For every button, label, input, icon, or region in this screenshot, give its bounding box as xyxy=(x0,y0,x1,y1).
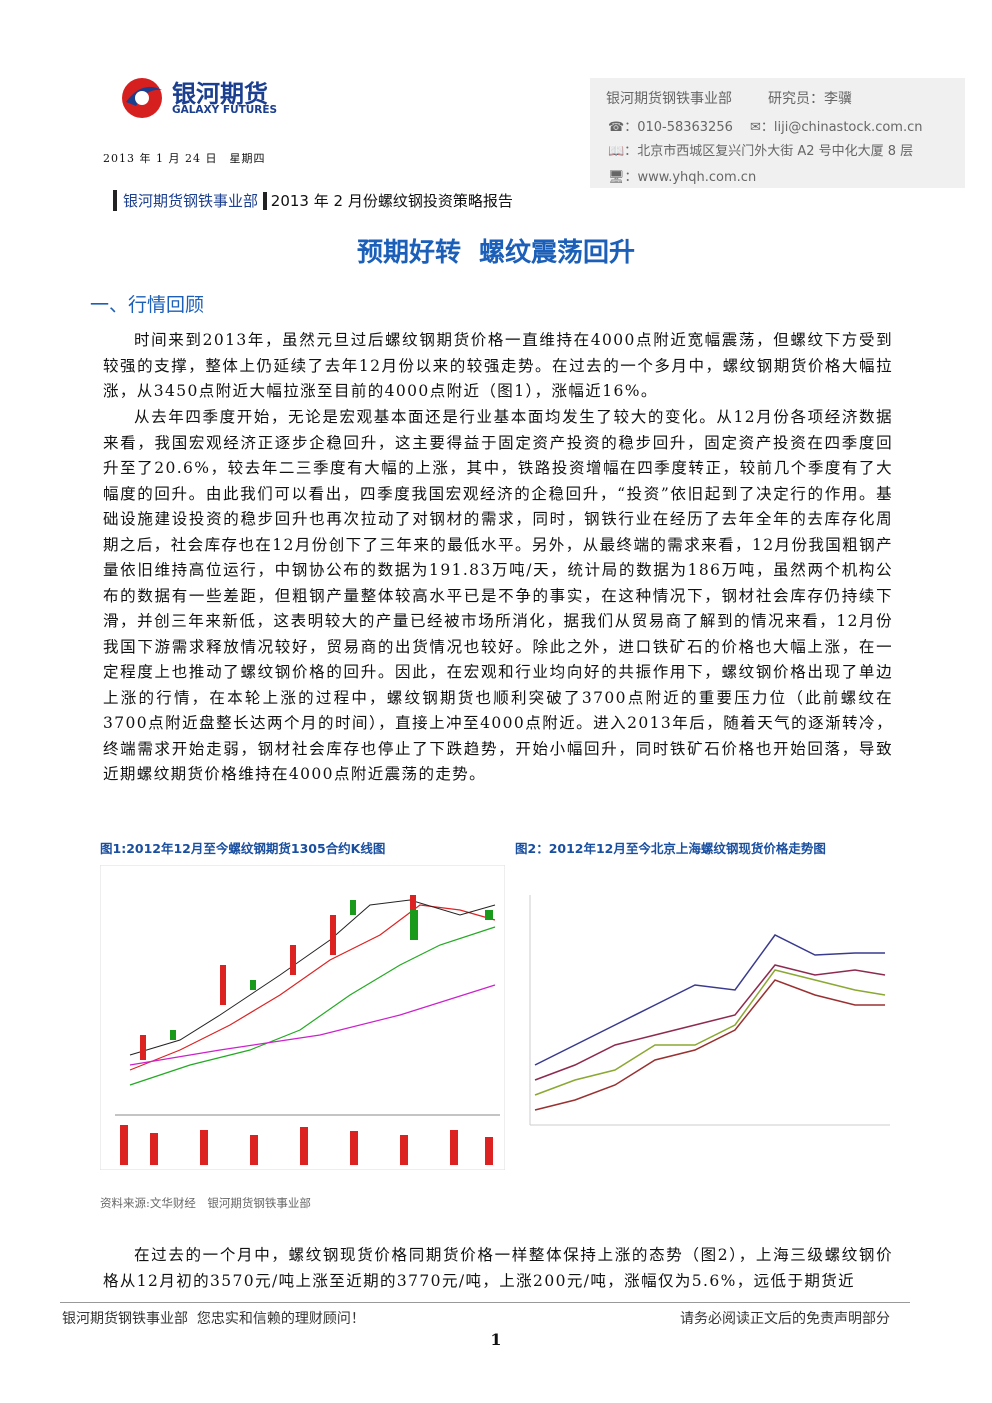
date: 2013 年 1 月 24 日 星期四 xyxy=(103,152,266,165)
banner: 银河期货钢铁事业部 2013 年 2 月份螺纹钢投资策略报告 xyxy=(113,190,513,211)
figure-caption: 图1:2012年12月至今螺纹钢期货1305合约K线图 xyxy=(100,841,386,856)
logo-icon xyxy=(122,78,162,118)
paragraph: 从去年四季度开始，无论是宏观基本面还是行业基本面均发生了较大的变化。从12月份各… xyxy=(103,408,893,783)
department: 银河期货钢铁事业部 xyxy=(606,91,732,107)
source: 资料来源:文华财经 银河期货钢铁事业部 xyxy=(100,1196,311,1210)
contact-box: 银河期货钢铁事业部 研究员：李骥 ☎：010-58363256 ✉：liji@c… xyxy=(590,78,965,188)
banner-report: 2013 年 2 月份螺纹钢投资策略报告 xyxy=(262,192,513,210)
website: www.yhqh.com.cn xyxy=(637,170,757,185)
logo-cn: 银河期货 xyxy=(172,80,268,108)
address: 北京市西城区复兴门外大街 A2 号中化大厦 8 层 xyxy=(637,144,914,159)
price-chart-image xyxy=(529,895,890,1126)
phone: 010-58363256 xyxy=(637,120,733,135)
section-heading: 一、行情回顾 xyxy=(90,294,205,316)
footer-left: 银河期货钢铁事业部 您忠实和信赖的理财顾问！ xyxy=(62,1311,365,1327)
page-number: 1 xyxy=(490,1330,502,1349)
figure-caption: 图2：2012年12月至今北京上海螺纹钢现货价格走势图 xyxy=(515,841,826,856)
analyst: 研究员：李骥 xyxy=(768,91,852,107)
paragraph: 时间来到2013年，虽然元旦过后螺纹钢期货价格一直维持在4000点附近宽幅震荡，… xyxy=(103,331,893,400)
logo-en: GALAXY FUTURES xyxy=(172,104,278,116)
email: liji@chinastock.com.cn xyxy=(773,120,923,135)
title: 预期好转 螺纹震荡回升 xyxy=(356,238,636,268)
footer-rule xyxy=(60,1302,910,1303)
paragraph: 在过去的一个月中，螺纹钢现货价格同期货价格一样整体保持上涨的态势（图2），上海三… xyxy=(103,1246,893,1290)
banner-department: 银河期货钢铁事业部 xyxy=(123,192,259,210)
kline-chart-image xyxy=(100,865,505,1170)
footer-right: 请务必阅读正文后的免责声明部分 xyxy=(680,1311,890,1327)
